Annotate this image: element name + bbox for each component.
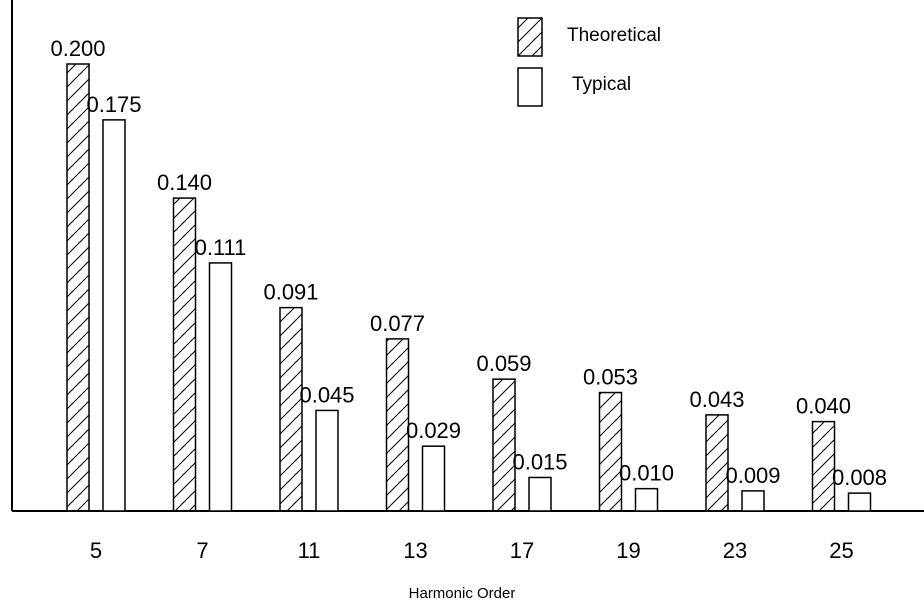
bar-label-typical-19: 0.010 bbox=[619, 461, 674, 486]
x-tick-label-5: 5 bbox=[90, 538, 102, 563]
bar-typical-17 bbox=[528, 476, 552, 512]
bar-label-theoretical-5: 0.200 bbox=[50, 36, 105, 61]
bar-theoretical-17 bbox=[492, 378, 516, 512]
bar-typical-19 bbox=[634, 487, 659, 512]
x-tick-label-11: 11 bbox=[298, 538, 321, 563]
x-tick-label-17: 17 bbox=[510, 538, 534, 563]
bar-label-theoretical-23: 0.043 bbox=[689, 387, 744, 412]
bar-label-typical-17: 0.015 bbox=[512, 449, 567, 474]
x-tick-label-7: 7 bbox=[196, 538, 208, 563]
bar-label-theoretical-17: 0.059 bbox=[476, 351, 531, 376]
legend-label-typical: Typical bbox=[572, 74, 631, 95]
bar-typical-13 bbox=[421, 445, 446, 512]
bars-layer bbox=[66, 63, 872, 512]
legend-swatch-typical bbox=[517, 67, 543, 107]
bar-label-theoretical-7: 0.140 bbox=[157, 170, 212, 195]
legend: Theoretical Typical bbox=[517, 17, 661, 107]
x-tick-labels-layer: 5 7 11 13 17 19 23 25 bbox=[90, 538, 854, 563]
bar-labels-layer: 0.200 0.175 0.140 0.111 0.091 0.045 0.077 0.029… bbox=[50, 36, 887, 490]
bar-theoretical-23 bbox=[705, 414, 729, 512]
legend-swatch-theoretical bbox=[517, 17, 543, 57]
bar-typical-11 bbox=[315, 409, 339, 512]
bar-theoretical-11 bbox=[279, 306, 303, 512]
bar-theoretical-13 bbox=[385, 338, 410, 512]
bar-label-typical-13: 0.029 bbox=[406, 418, 461, 443]
bar-label-typical-5: 0.175 bbox=[86, 92, 141, 117]
bar-theoretical-25 bbox=[811, 420, 836, 512]
bar-label-typical-7: 0.111 bbox=[195, 235, 247, 260]
x-tick-label-13: 13 bbox=[403, 538, 427, 563]
x-tick-label-25: 25 bbox=[829, 538, 853, 563]
bar-typical-23 bbox=[741, 490, 765, 512]
bar-label-theoretical-19: 0.053 bbox=[583, 365, 638, 390]
bar-typical-25 bbox=[847, 492, 872, 512]
x-tick-label-19: 19 bbox=[616, 538, 640, 563]
bar-label-theoretical-11: 0.091 bbox=[263, 280, 318, 305]
bar-theoretical-19 bbox=[598, 391, 623, 512]
bar-label-typical-23: 0.009 bbox=[725, 463, 780, 488]
x-tick-label-23: 23 bbox=[723, 538, 747, 563]
bar-theoretical-7 bbox=[172, 197, 197, 512]
bar-label-typical-25: 0.008 bbox=[832, 465, 887, 490]
bar-label-typical-11: 0.045 bbox=[299, 382, 354, 407]
bar-label-theoretical-25: 0.040 bbox=[796, 394, 851, 419]
legend-label-theoretical: Theoretical bbox=[567, 25, 661, 46]
bar-typical-7 bbox=[208, 262, 233, 512]
bar-label-theoretical-13: 0.077 bbox=[370, 311, 425, 336]
bar-theoretical-5 bbox=[66, 63, 90, 512]
x-axis-title: Harmonic Order bbox=[409, 585, 516, 602]
bar-typical-5 bbox=[102, 119, 126, 512]
